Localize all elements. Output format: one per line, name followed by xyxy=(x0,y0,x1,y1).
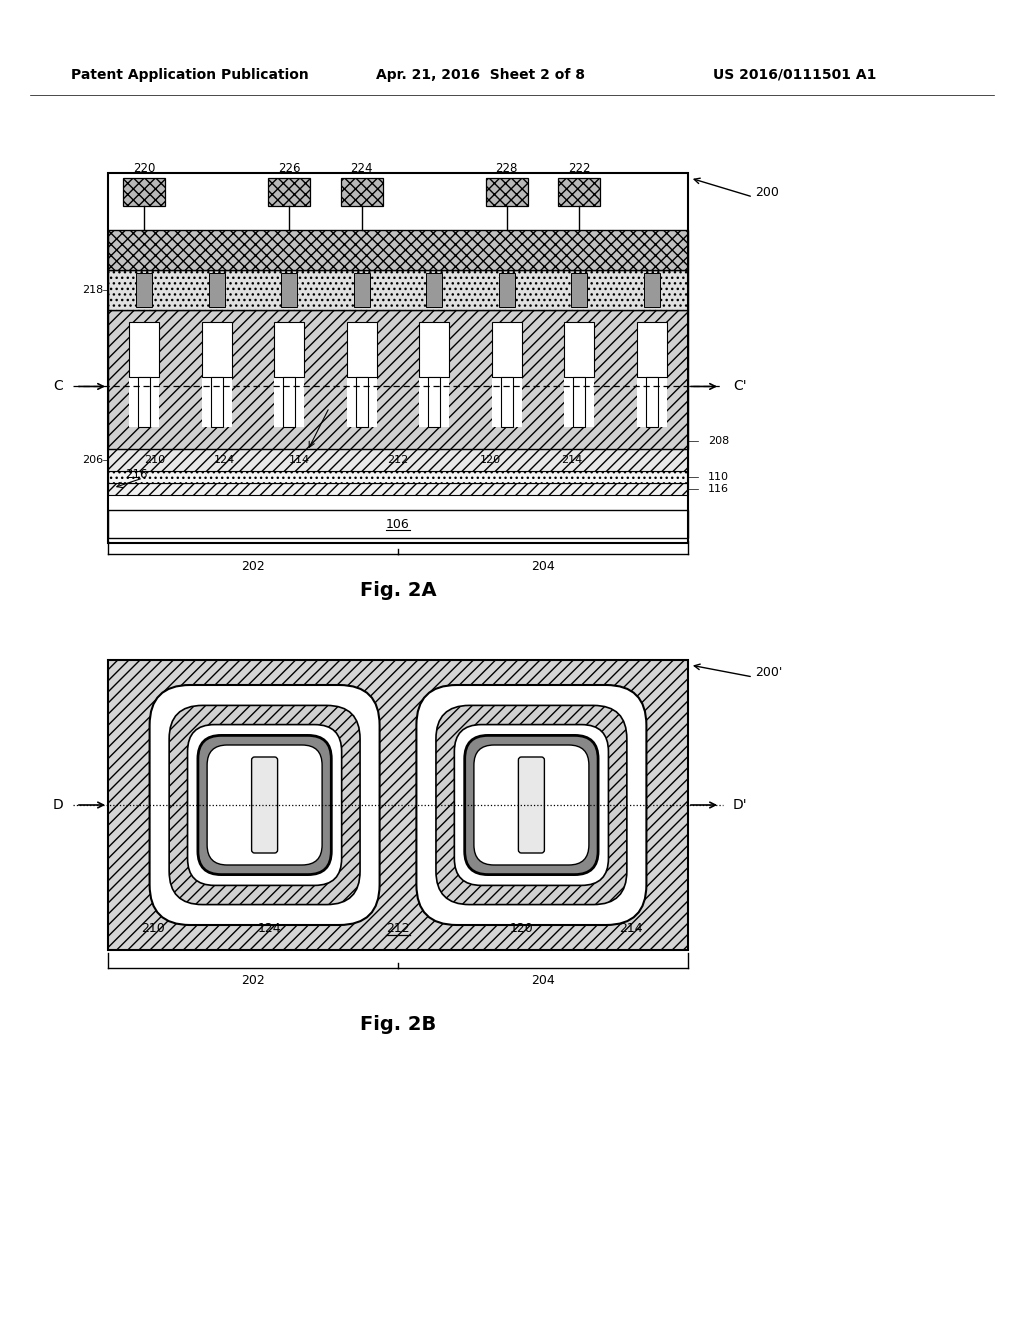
Text: Patent Application Publication: Patent Application Publication xyxy=(71,69,309,82)
FancyBboxPatch shape xyxy=(474,744,589,865)
Text: 222: 222 xyxy=(568,161,591,174)
Bar xyxy=(108,173,688,543)
Bar xyxy=(347,322,377,426)
FancyBboxPatch shape xyxy=(169,705,360,904)
Bar xyxy=(571,273,587,308)
Text: 124: 124 xyxy=(213,455,234,465)
Bar xyxy=(492,322,522,378)
Bar xyxy=(108,483,688,495)
Text: D: D xyxy=(52,799,63,812)
Text: Fig. 2A: Fig. 2A xyxy=(359,581,436,599)
Text: 214: 214 xyxy=(620,921,643,935)
Bar xyxy=(274,322,304,378)
Bar xyxy=(123,178,165,206)
Bar xyxy=(419,322,450,378)
FancyBboxPatch shape xyxy=(465,735,598,875)
Bar xyxy=(108,660,688,950)
Bar xyxy=(355,378,368,426)
Text: 220: 220 xyxy=(133,161,156,174)
Text: D': D' xyxy=(733,799,748,812)
Bar xyxy=(202,322,231,378)
Text: 202: 202 xyxy=(241,974,265,987)
FancyBboxPatch shape xyxy=(252,756,278,853)
Bar xyxy=(499,273,515,308)
Bar xyxy=(485,178,527,206)
Text: 228: 228 xyxy=(496,161,518,174)
Text: 206: 206 xyxy=(82,455,103,465)
Bar xyxy=(501,378,513,426)
Text: 224: 224 xyxy=(350,161,373,174)
Text: 226: 226 xyxy=(278,161,300,174)
Text: C': C' xyxy=(733,379,746,393)
Bar xyxy=(637,322,667,378)
Text: 216: 216 xyxy=(125,469,147,482)
Bar xyxy=(209,273,224,308)
Text: 120: 120 xyxy=(480,455,502,465)
FancyBboxPatch shape xyxy=(518,756,545,853)
Text: US 2016/0111501 A1: US 2016/0111501 A1 xyxy=(714,69,877,82)
Bar xyxy=(492,322,522,426)
Bar xyxy=(129,322,160,426)
Text: 124: 124 xyxy=(258,921,282,935)
Bar xyxy=(419,322,450,426)
Text: 200: 200 xyxy=(755,186,779,199)
Text: 114: 114 xyxy=(289,455,310,465)
Bar xyxy=(211,378,223,426)
Text: 212: 212 xyxy=(386,921,410,935)
Text: 218: 218 xyxy=(82,285,103,294)
Bar xyxy=(573,378,586,426)
Text: 202: 202 xyxy=(241,560,265,573)
FancyBboxPatch shape xyxy=(455,725,608,886)
Text: 208: 208 xyxy=(708,436,729,446)
Text: 210: 210 xyxy=(143,455,165,465)
Bar xyxy=(108,510,688,539)
Bar xyxy=(426,273,442,308)
Bar xyxy=(428,378,440,426)
Bar xyxy=(202,322,231,426)
Text: 106: 106 xyxy=(386,517,410,531)
Bar xyxy=(282,273,297,308)
Bar xyxy=(274,322,304,426)
Text: C: C xyxy=(53,379,63,393)
Bar xyxy=(138,378,151,426)
Text: 210: 210 xyxy=(140,921,165,935)
Bar xyxy=(284,378,295,426)
Bar xyxy=(341,178,383,206)
Bar xyxy=(108,449,688,471)
Text: 110: 110 xyxy=(708,473,729,482)
Bar xyxy=(136,273,153,308)
Bar xyxy=(108,471,688,483)
Text: 212: 212 xyxy=(387,455,409,465)
Text: 214: 214 xyxy=(561,455,583,465)
Bar xyxy=(268,178,310,206)
Bar xyxy=(564,322,594,378)
FancyBboxPatch shape xyxy=(207,744,323,865)
Text: 204: 204 xyxy=(531,974,555,987)
Text: 200': 200' xyxy=(755,667,782,680)
FancyBboxPatch shape xyxy=(150,685,380,925)
Bar xyxy=(129,322,160,378)
Bar xyxy=(108,230,688,271)
Bar xyxy=(564,322,594,426)
Bar xyxy=(347,322,377,378)
FancyBboxPatch shape xyxy=(436,705,627,904)
Bar xyxy=(108,310,688,449)
Text: Apr. 21, 2016  Sheet 2 of 8: Apr. 21, 2016 Sheet 2 of 8 xyxy=(376,69,585,82)
Bar xyxy=(646,378,657,426)
Text: 116: 116 xyxy=(708,484,729,494)
FancyBboxPatch shape xyxy=(198,735,332,875)
Text: Fig. 2B: Fig. 2B xyxy=(359,1015,436,1035)
Bar xyxy=(558,178,600,206)
Bar xyxy=(637,322,667,426)
FancyBboxPatch shape xyxy=(417,685,646,925)
Text: 120: 120 xyxy=(510,921,534,935)
Bar xyxy=(353,273,370,308)
Bar xyxy=(644,273,659,308)
Text: 204: 204 xyxy=(531,560,555,573)
FancyBboxPatch shape xyxy=(187,725,342,886)
Bar xyxy=(108,271,688,310)
